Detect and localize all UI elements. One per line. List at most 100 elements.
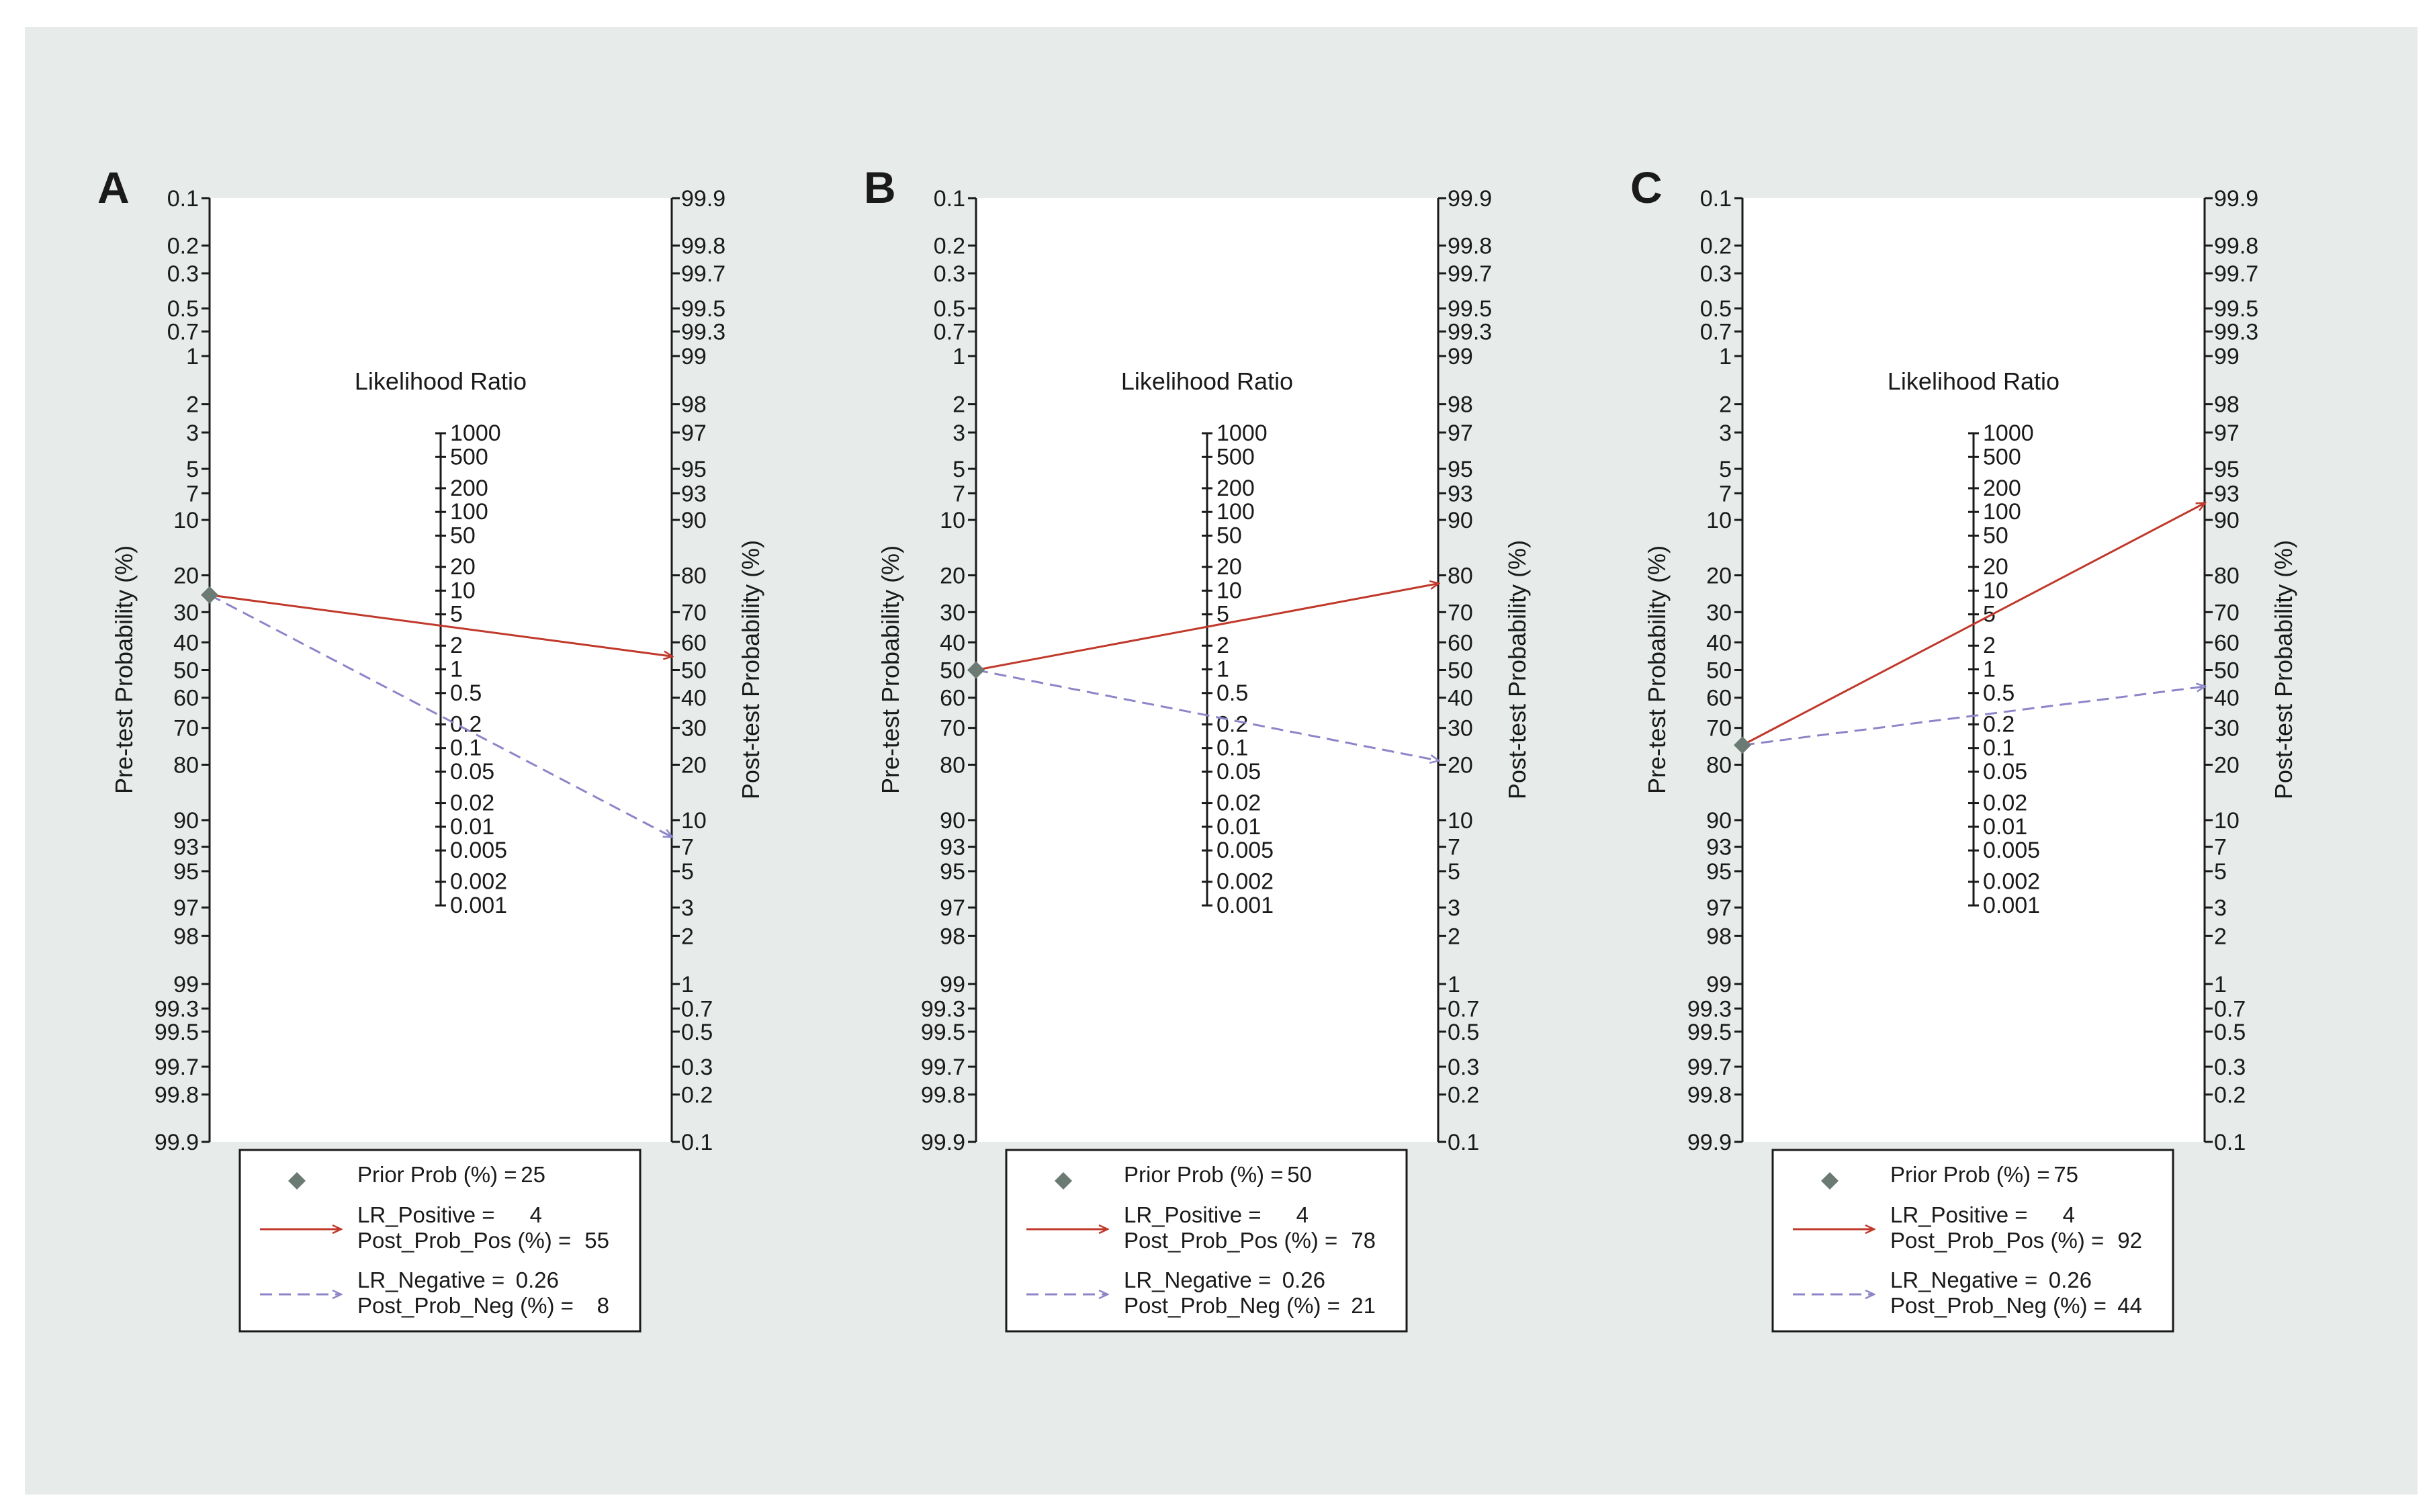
post-test-tick-label: 98 xyxy=(1448,392,1473,418)
post-test-tick-label: 30 xyxy=(681,716,707,742)
lr-tick-label: 0.001 xyxy=(1983,893,2040,918)
pre-test-tick-label: 0.7 xyxy=(167,320,199,345)
lr-tick-label: 5 xyxy=(1983,602,1996,627)
legend-post-prob-neg-label: Post_Prob_Neg (%) = xyxy=(1124,1293,1340,1318)
pre-test-tick-label: 0.5 xyxy=(934,296,965,322)
pre-test-tick-label: 99.5 xyxy=(154,1020,199,1045)
legend-post-prob-pos-value: 92 xyxy=(2117,1228,2142,1253)
pre-test-tick-label: 0.3 xyxy=(167,261,199,287)
post-test-tick-label: 99.9 xyxy=(2214,186,2258,212)
pre-test-tick-label: 97 xyxy=(1706,895,1732,921)
post-test-tick-label: 40 xyxy=(1448,686,1473,711)
legend-lr-positive-label: LR_Positive = xyxy=(1124,1202,1262,1227)
pre-test-tick-label: 99.9 xyxy=(154,1130,199,1155)
pre-test-tick-label: 0.2 xyxy=(934,234,965,259)
pre-test-tick-label: 0.1 xyxy=(934,186,965,212)
pre-test-tick-label: 2 xyxy=(186,392,199,418)
lr-tick-label: 0.002 xyxy=(450,869,507,895)
post-test-tick-label: 10 xyxy=(681,808,707,834)
lr-tick-label: 0.02 xyxy=(1216,791,1261,816)
lr-tick-label: 20 xyxy=(1216,554,1242,580)
post-test-tick-label: 40 xyxy=(2214,686,2240,711)
post-test-tick-label: 99.7 xyxy=(681,261,725,287)
lr-tick-label: 0.5 xyxy=(450,680,482,706)
pre-test-tick-label: 95 xyxy=(1706,859,1732,885)
pre-test-tick-label: 10 xyxy=(940,508,965,533)
lr-tick-label: 0.01 xyxy=(1216,814,1261,840)
pre-test-tick-label: 3 xyxy=(186,420,199,446)
post-test-tick-label: 0.7 xyxy=(681,996,713,1022)
post-test-tick-label: 97 xyxy=(2214,420,2240,446)
pre-test-tick-label: 99.5 xyxy=(921,1020,965,1045)
post-test-tick-label: 90 xyxy=(681,508,707,533)
pre-test-tick-label: 20 xyxy=(173,563,199,588)
lr-tick-label: 0.05 xyxy=(1983,759,2027,785)
pre-test-tick-label: 99.9 xyxy=(1687,1130,1732,1155)
pre-test-tick-label: 98 xyxy=(1706,924,1732,949)
pre-test-tick-label: 93 xyxy=(1706,835,1732,860)
lr-tick-label: 0.05 xyxy=(450,759,494,785)
lr-tick-label: 1000 xyxy=(1216,420,1268,446)
post-test-tick-label: 0.3 xyxy=(2214,1055,2246,1080)
prior-probability-marker xyxy=(1734,736,1751,754)
post-test-tick-label: 0.1 xyxy=(681,1130,713,1155)
pre-test-tick-label: 93 xyxy=(940,835,965,860)
legend-lr-negative-value: 0.26 xyxy=(2049,1268,2092,1292)
pre-test-tick-label: 90 xyxy=(940,808,965,834)
pre-test-tick-label: 99.8 xyxy=(1687,1082,1732,1108)
pre-test-tick-label: 60 xyxy=(173,686,199,711)
post-test-tick-label: 98 xyxy=(681,392,707,418)
pre-test-tick-label: 99.9 xyxy=(921,1130,965,1155)
pre-test-tick-label: 0.5 xyxy=(167,296,199,322)
pre-test-axis-title: Pre-test Probability (%) xyxy=(877,545,904,794)
pre-test-tick-label: 5 xyxy=(1719,457,1732,482)
legend-box xyxy=(1005,1149,1408,1333)
pre-test-tick-label: 0.1 xyxy=(1700,186,1732,212)
post-test-tick-label: 70 xyxy=(1448,600,1473,625)
pre-test-tick-label: 70 xyxy=(1706,716,1732,742)
post-test-tick-label: 70 xyxy=(2214,600,2240,625)
pre-test-tick-label: 99.3 xyxy=(1687,996,1732,1022)
lr-tick-label: 0.1 xyxy=(450,736,482,761)
post-test-tick-label: 60 xyxy=(2214,630,2240,656)
lr-tick-label: 0.1 xyxy=(1983,736,2015,761)
post-test-tick-label: 7 xyxy=(681,835,694,860)
post-test-tick-label: 99 xyxy=(2214,344,2240,369)
post-test-tick-label: 80 xyxy=(1448,563,1473,588)
lr-tick-label: 0.001 xyxy=(450,893,507,918)
post-test-tick-label: 3 xyxy=(681,895,694,921)
post-test-tick-label: 0.5 xyxy=(2214,1020,2246,1045)
post-test-tick-label: 99.3 xyxy=(681,320,725,345)
post-test-tick-label: 30 xyxy=(1448,716,1473,742)
pre-test-tick-label: 70 xyxy=(940,716,965,742)
lr-tick-label: 1000 xyxy=(450,420,501,446)
post-test-tick-label: 93 xyxy=(1448,481,1473,506)
post-test-tick-label: 90 xyxy=(1448,508,1473,533)
pre-test-tick-label: 1 xyxy=(1719,344,1732,369)
pre-test-axis-title: Pre-test Probability (%) xyxy=(1643,545,1671,794)
pre-test-tick-label: 0.7 xyxy=(1700,320,1732,345)
lr-tick-label: 1 xyxy=(1983,657,1996,682)
lr-tick-label: 0.2 xyxy=(1216,711,1248,737)
legend-lr-negative-label: LR_Negative = xyxy=(357,1268,504,1292)
likelihood-ratio-title: Likelihood Ratio xyxy=(355,367,527,395)
post-test-tick-label: 1 xyxy=(1448,972,1460,997)
pre-test-tick-label: 40 xyxy=(940,630,965,656)
post-test-tick-label: 0.3 xyxy=(681,1055,713,1080)
pre-test-tick-label: 97 xyxy=(940,895,965,921)
prior-probability-marker xyxy=(201,586,218,604)
pre-test-tick-label: 50 xyxy=(173,658,199,684)
legend-post-prob-pos-label: Post_Prob_Pos (%) = xyxy=(357,1228,571,1253)
lr-tick-label: 0.005 xyxy=(450,838,507,863)
pre-test-tick-label: 30 xyxy=(1706,600,1732,625)
lr-tick-label: 1 xyxy=(1216,657,1229,682)
lr-tick-label: 50 xyxy=(450,523,476,548)
lr-tick-label: 0.02 xyxy=(1983,791,2027,816)
positive-lr-line xyxy=(1742,503,2205,746)
nomogram-panel-b: B 0.10.20.30.50.7123571020304050607080909… xyxy=(864,163,1531,1333)
pre-test-tick-label: 2 xyxy=(1719,392,1732,418)
post-test-tick-label: 0.2 xyxy=(681,1082,713,1108)
post-test-tick-label: 2 xyxy=(1448,924,1460,949)
pre-test-tick-label: 7 xyxy=(953,481,965,506)
pre-test-tick-label: 0.5 xyxy=(1700,296,1732,322)
